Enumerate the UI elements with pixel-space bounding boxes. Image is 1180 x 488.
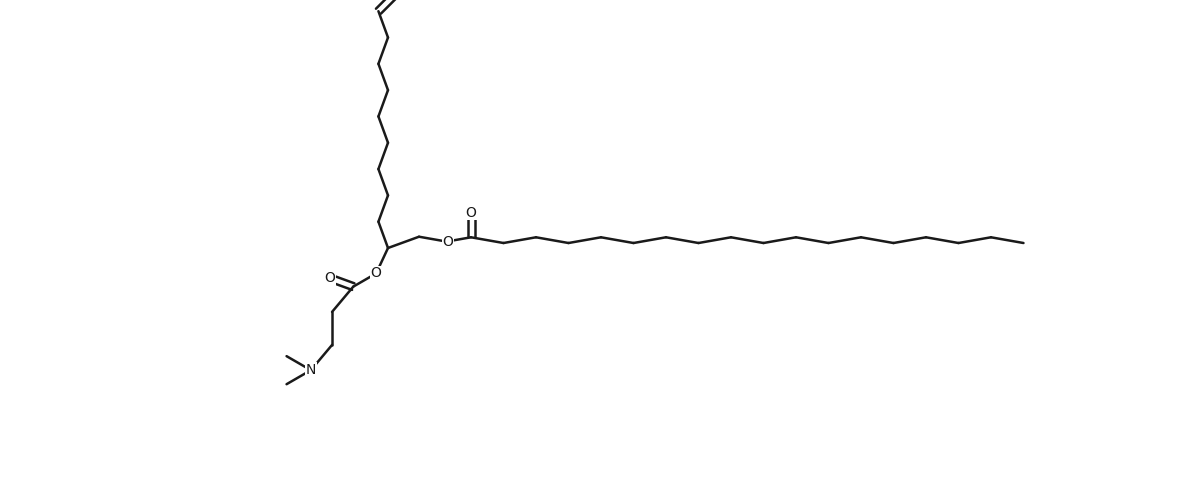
Text: O: O (371, 266, 381, 281)
Text: O: O (442, 235, 453, 248)
Text: O: O (324, 271, 335, 285)
Text: O: O (466, 205, 477, 220)
Text: N: N (306, 363, 316, 377)
